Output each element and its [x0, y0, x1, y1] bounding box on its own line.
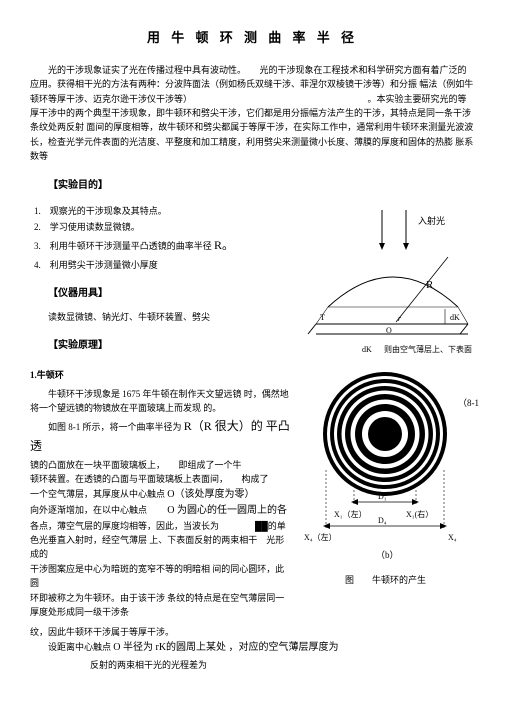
nr-p2: 如图 8-1 所示，将一个曲率半径为 R（R 很大）的 平凸透: [30, 417, 290, 455]
end-p1: 纹，因此牛顿环干涉属于等厚干涉。: [30, 625, 475, 639]
purpose-item-4: 4. 利用劈尖干涉测量微小厚度: [34, 258, 290, 272]
nr-p7: 各点，薄空气层的厚度均相等，因此，当波长为 ██的单: [30, 519, 290, 533]
label-D4: D₄: [378, 516, 387, 525]
label-air-surface: 则由空气薄层上、下表面: [384, 344, 472, 354]
figure-b-svg: D₁ X₁（左） X₁(右） D₄ X₄（左） X₄ （b）: [298, 362, 473, 567]
figure-a-svg: 入射光 R r O: [298, 202, 473, 362]
nr-p6: 向外逐渐增加，在以中心触点 O 为圆心的任一圆周上的各: [30, 503, 290, 519]
nr-p10: 环即被称之为牛顿环。由于该干涉 条纹的特点是在空气薄层同一: [30, 591, 290, 605]
page: 用 牛 顿 环 测 曲 率 半 径 光的干涉现象证实了光在传播过程中具有波动性。…: [0, 0, 505, 714]
apparatus-text: 读数显微镜、钠光灯、牛顿环装置、劈尖: [48, 310, 290, 324]
end-p3: 反射的两束相干光的光程差为: [90, 658, 475, 672]
label-8-1: （8-1: [458, 396, 479, 410]
page-title: 用 牛 顿 环 测 曲 率 半 径: [30, 28, 475, 49]
purpose-list: 1. 观察光的干涉现象及其特点。 2. 学习使用读数显微镜。 3. 利用牛顿环干…: [34, 204, 290, 272]
nr-p4: 顿环装置。在透镜的凸面与平面玻璃板上表面间， 构成了: [30, 472, 290, 486]
subheading-newton: 1.牛顿环: [30, 368, 290, 382]
label-b: （b）: [376, 550, 399, 560]
intro-paragraph: 光的干涉现象证实了光在传播过程中具有波动性。 光的干涉现象在工程技术和科学研究方…: [30, 63, 475, 164]
figure-caption: 图 牛顿环的产生: [298, 573, 473, 587]
nr-p9: 干涉图案应是中心为暗斑的宽窄不等的明暗相 间的同心圆环，此圆: [30, 562, 290, 591]
nr-p5: 一个空气薄层，其厚度从中心触点 O（该处厚度为零）: [30, 487, 290, 503]
label-dk2: dK: [362, 345, 372, 354]
label-x1-right: X₁(右）: [406, 509, 433, 519]
label-x4-left: X₄（左）: [304, 532, 337, 542]
section-heading-principle: 【实验原理】: [48, 338, 290, 354]
nr-p11: 厚度处形成同一级干涉条: [30, 605, 290, 619]
label-T: T: [320, 313, 325, 322]
label-x4-right: X₄: [448, 533, 457, 542]
purpose-item-2: 2. 学习使用读数显微镜。: [34, 220, 290, 234]
figure-a-col: 入射光 R r O: [298, 202, 473, 363]
label-incident: 入射光: [418, 215, 445, 226]
figure-b-col: （8-1: [298, 362, 473, 619]
top-two-col: 1. 观察光的干涉现象及其特点。 2. 学习使用读数显微镜。 3. 利用牛顿环干…: [30, 202, 475, 363]
label-O: O: [386, 326, 392, 335]
label-R: R: [426, 279, 434, 291]
end-p2: 设距离中心触点 O 半径为 rK的圆周上某处 ，对应的空气薄层厚度为: [30, 640, 475, 656]
nr-p3: 镜的凸面放在一块平面玻璃板上， 即组成了一个牛: [30, 458, 290, 472]
purpose-list-col: 1. 观察光的干涉现象及其特点。 2. 学习使用读数显微镜。 3. 利用牛顿环干…: [30, 202, 298, 363]
label-D1: D₁: [378, 492, 387, 501]
label-x1-left: X₁（左）: [334, 509, 367, 519]
section-heading-purpose: 【实验目的】: [48, 178, 475, 194]
section-heading-apparatus: 【仪器用具】: [48, 286, 290, 302]
nr-p8: 色光垂直入射时，经空气薄层 上、下表面反射的两束相干 光形成的: [30, 533, 290, 562]
principle-text-col: 1.牛顿环 牛顿环干涉现象是 1675 年牛顿在制作天文望远镜 时，偶然地将一个…: [30, 362, 298, 619]
purpose-item-1: 1. 观察光的干涉现象及其特点。: [34, 204, 290, 218]
purpose-item-3: 3. 利用牛顿环干涉测量平凸透镜的曲率半径 R。: [34, 236, 290, 255]
nr-p1: 牛顿环干涉现象是 1675 年牛顿在制作天文望远镜 时，偶然地将一个望远镜的物镜…: [30, 387, 290, 416]
label-dk-a: dK: [450, 313, 460, 322]
principle-two-col: 1.牛顿环 牛顿环干涉现象是 1675 年牛顿在制作天文望远镜 时，偶然地将一个…: [30, 362, 475, 619]
